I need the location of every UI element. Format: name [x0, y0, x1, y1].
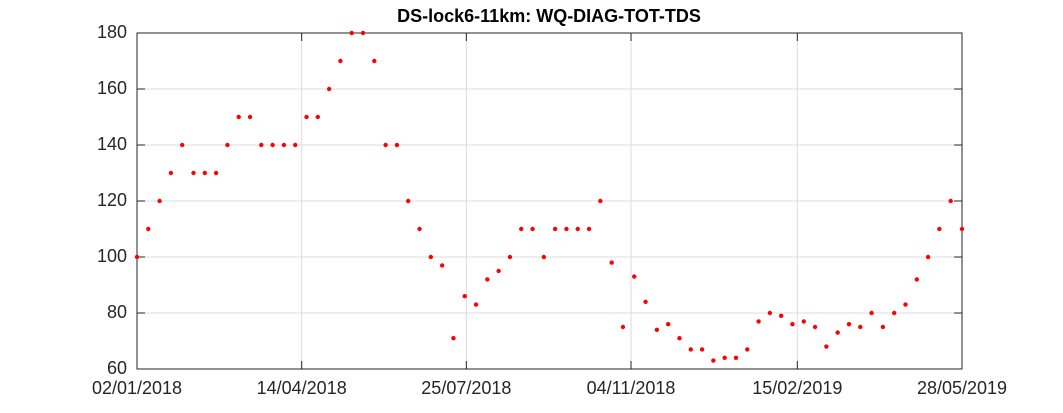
point — [530, 226, 535, 232]
plot-frame — [136, 32, 963, 370]
point — [688, 347, 693, 352]
point — [665, 322, 671, 327]
point — [383, 142, 388, 148]
point — [372, 58, 377, 64]
point — [846, 322, 852, 327]
point — [869, 310, 874, 316]
y-tick-label: 100 — [97, 246, 127, 266]
point — [519, 226, 524, 232]
point — [417, 226, 422, 232]
point — [225, 142, 230, 148]
chart-title: DS-lock6-11km: WQ-DIAG-TOT-TDS — [397, 6, 701, 26]
x-tick-label: 02/01/2018 — [92, 378, 182, 398]
point — [293, 142, 298, 148]
point — [406, 198, 411, 204]
point — [552, 226, 558, 232]
point — [620, 324, 626, 330]
point — [598, 198, 603, 204]
y-tick-label: 180 — [97, 22, 127, 42]
point — [270, 142, 275, 148]
y-tick-label: 120 — [97, 190, 127, 210]
point — [564, 226, 569, 232]
point — [394, 142, 400, 148]
point — [643, 299, 648, 304]
point — [756, 319, 761, 324]
point — [191, 170, 196, 176]
point — [937, 226, 942, 232]
point — [326, 86, 332, 92]
point — [914, 277, 919, 282]
point — [767, 310, 773, 316]
point — [903, 302, 908, 307]
point — [338, 58, 343, 64]
point — [733, 355, 739, 360]
point — [790, 322, 795, 327]
point — [247, 114, 253, 120]
point — [259, 142, 264, 148]
point — [349, 30, 354, 36]
point — [586, 226, 592, 232]
point — [812, 324, 818, 330]
point — [609, 260, 614, 265]
point — [711, 358, 716, 363]
point — [541, 254, 547, 260]
point — [236, 114, 241, 120]
point — [180, 142, 185, 148]
point — [168, 170, 174, 176]
point — [677, 336, 682, 341]
point — [462, 294, 467, 299]
point — [959, 226, 965, 232]
point — [134, 254, 140, 260]
point — [360, 30, 366, 36]
point — [699, 347, 705, 352]
y-tick-label: 160 — [97, 78, 127, 98]
point — [428, 254, 434, 260]
point — [722, 355, 727, 360]
y-tick-label: 140 — [97, 134, 127, 154]
y-tick-label: 80 — [107, 302, 127, 322]
point — [213, 170, 219, 176]
point — [315, 114, 321, 120]
point — [778, 313, 784, 318]
x-tick-label: 15/02/2019 — [752, 378, 842, 398]
point — [496, 268, 501, 274]
x-tick-label: 28/05/2019 — [917, 378, 1007, 398]
point — [801, 319, 806, 324]
point — [202, 170, 208, 176]
point — [439, 263, 445, 268]
point — [473, 302, 479, 307]
point — [485, 277, 490, 282]
point — [632, 274, 637, 279]
point — [948, 198, 953, 204]
point — [925, 254, 931, 260]
point — [745, 347, 750, 352]
x-tick-label: 25/07/2018 — [421, 378, 511, 398]
point — [835, 330, 840, 335]
x-tick-label: 14/04/2018 — [257, 378, 347, 398]
point — [304, 114, 309, 120]
point — [507, 254, 513, 260]
point — [880, 324, 886, 330]
point — [146, 226, 151, 232]
y-tick-label: 60 — [107, 358, 127, 378]
point — [575, 226, 580, 232]
point — [157, 198, 162, 204]
point — [858, 324, 863, 330]
point — [654, 327, 660, 332]
x-tick-label: 04/11/2018 — [587, 378, 676, 398]
point — [891, 310, 897, 316]
point — [824, 344, 829, 349]
point — [281, 142, 287, 148]
point — [451, 336, 456, 341]
